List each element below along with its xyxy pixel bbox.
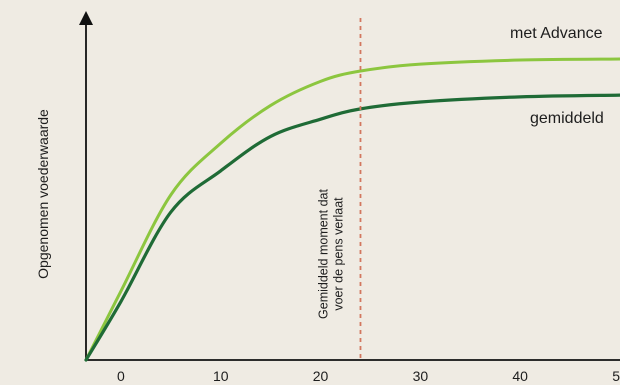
x-tick-label-0: 0 [117, 368, 125, 384]
series-label-1: gemiddeld [530, 110, 604, 127]
y-axis-label: Opgenomen voederwaarde [35, 109, 51, 279]
x-tick-label-20: 20 [313, 368, 329, 384]
annotation-text-line-0-1: voer de pens verlaat [331, 197, 345, 311]
series-layer [86, 59, 620, 360]
annotation-layer: Gemiddeld moment datvoer de pens verlaat [316, 18, 360, 360]
x-tick-label-50: 50 [612, 368, 620, 384]
x-tick-label-30: 30 [413, 368, 429, 384]
series-label-0: met Advance [510, 25, 603, 42]
y-axis-arrow-icon [79, 11, 93, 25]
x-tick-label-10: 10 [213, 368, 229, 384]
series-line-1 [86, 95, 620, 360]
axes-layer [79, 11, 620, 360]
x-tick-label-40: 40 [512, 368, 528, 384]
annotation-text-line-0-0: Gemiddeld moment dat [316, 189, 330, 319]
series-line-0 [86, 59, 620, 360]
annotation-text-0: Gemiddeld moment datvoer de pens verlaat [316, 189, 345, 319]
